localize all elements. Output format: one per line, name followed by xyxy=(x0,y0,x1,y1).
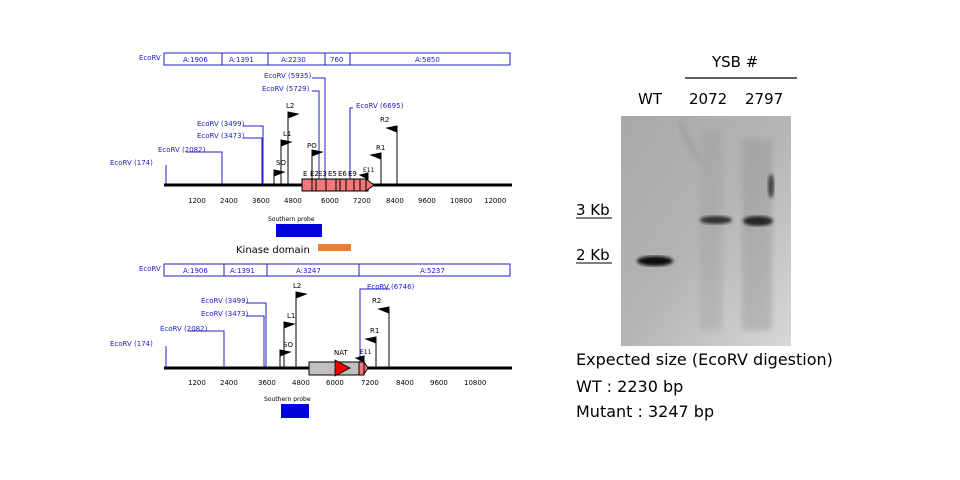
ysb-group-label: YSB # xyxy=(712,53,759,71)
wt-site-label: EcoRV (5935) xyxy=(264,72,312,80)
mut-primer: L1 xyxy=(287,312,295,320)
wt-site-label: EcoRV (3499) xyxy=(197,120,245,128)
mut-probe-label: Southern probe xyxy=(264,396,311,403)
mut-tick-label: 6000 xyxy=(326,379,344,387)
kinase-domain-label: Kinase domain xyxy=(236,245,310,256)
wt-tick-label: 7200 xyxy=(353,197,371,205)
expected-size-title: Expected size (EcoRV digestion) xyxy=(576,350,833,369)
mut-site-label: EcoRV (174) xyxy=(110,340,153,348)
mut-tick-label: 9600 xyxy=(430,379,448,387)
wt-fragment: A:1391 xyxy=(229,56,254,64)
mut-fragment-bar xyxy=(163,263,511,277)
wt-site-label: EcoRV (174) xyxy=(110,159,153,167)
wt-fragment: 760 xyxy=(330,56,343,64)
mut-tick-label: 2400 xyxy=(220,379,238,387)
mut-tick-label: 10800 xyxy=(464,379,486,387)
wt-primer: R1 xyxy=(376,144,385,152)
wt-tick-label: 3600 xyxy=(252,197,270,205)
band-2072 xyxy=(700,216,732,224)
mut-tick-label: 7200 xyxy=(361,379,379,387)
wt-band xyxy=(637,256,673,266)
wt-site-label: EcoRV (5729) xyxy=(262,85,310,93)
wt-fragment: A:1906 xyxy=(183,56,208,64)
wt-southern-probe xyxy=(276,224,322,237)
wt-site-label: EcoRV (2082) xyxy=(158,146,206,154)
mut-tick-label: 8400 xyxy=(396,379,414,387)
lane-label-wt: WT xyxy=(638,90,662,108)
wt-tick-label: 10800 xyxy=(450,197,472,205)
mut-southern-probe xyxy=(281,404,309,418)
wt-exon: E xyxy=(303,170,307,178)
wt-primer: L1 xyxy=(283,130,291,138)
southern-blot xyxy=(576,77,797,346)
nat-label: NAT xyxy=(334,349,348,357)
mut-tick-label: 4800 xyxy=(292,379,310,387)
mut-tick-label: 1200 xyxy=(188,379,206,387)
band-2797 xyxy=(743,216,773,226)
mut-primer: L2 xyxy=(293,282,301,290)
lane-label-2797: 2797 xyxy=(745,90,784,108)
mut-tick-label: 3600 xyxy=(258,379,276,387)
mut-enzyme-label: EcoRV xyxy=(139,265,161,273)
mut-fragment: A:3247 xyxy=(296,267,321,275)
mut-fragment: A:1906 xyxy=(183,267,208,275)
wt-enzyme-label: EcoRV xyxy=(139,54,161,62)
mut-primer: R1 xyxy=(370,327,379,335)
wt-exon: E9 xyxy=(348,170,357,178)
mut-primer: E11 xyxy=(360,349,372,356)
wt-exon: E2 xyxy=(310,170,319,178)
wt-fragment: A:2230 xyxy=(281,56,306,64)
mut-fragment: A:1391 xyxy=(230,267,255,275)
mut-primer: SO xyxy=(283,341,293,349)
wt-exon: E3 xyxy=(318,170,327,178)
mut-primer: R2 xyxy=(372,297,381,305)
wt-restriction-map: EcoRV A:1906 A:1391 A:2230 760 A:5850 Ec… xyxy=(110,52,512,256)
wt-primer: SO xyxy=(276,159,286,167)
wt-probe-label: Southern probe xyxy=(268,216,315,223)
mutant-restriction-map: EcoRV A:1906 A:1391 A:3247 A:5237 EcoRV … xyxy=(110,263,512,418)
wt-tick-label: 9600 xyxy=(418,197,436,205)
wt-tick-label: 8400 xyxy=(386,197,404,205)
wt-site-label: EcoRV (3473) xyxy=(197,132,245,140)
nat-arrow xyxy=(334,359,351,377)
lane-label-2072: 2072 xyxy=(689,90,728,108)
wt-exon: E5 xyxy=(328,170,337,178)
wt-primer: PO xyxy=(307,142,317,150)
mut-fragment: A:5237 xyxy=(420,267,445,275)
mut-site-label: EcoRV (3499) xyxy=(201,297,249,305)
mut-site-label: EcoRV (2082) xyxy=(160,325,208,333)
wt-primer: E11 xyxy=(363,167,375,174)
wt-exon: E6 xyxy=(338,170,347,178)
expected-mutant: Mutant : 3247 bp xyxy=(576,402,715,421)
expected-wt: WT : 2230 bp xyxy=(576,377,684,396)
marker-3kb: 3 Kb xyxy=(576,201,610,219)
wt-tick-label: 1200 xyxy=(188,197,206,205)
wt-tick-label: 12000 xyxy=(484,197,506,205)
wt-site-label: EcoRV (6695) xyxy=(356,102,404,110)
wt-primer: L2 xyxy=(286,102,294,110)
wt-tick-label: 4800 xyxy=(284,197,302,205)
marker-2kb: 2 Kb xyxy=(576,246,610,264)
mut-site-label: EcoRV (6746) xyxy=(367,283,415,291)
wt-tick-label: 6000 xyxy=(321,197,339,205)
wt-tick-label: 2400 xyxy=(220,197,238,205)
kinase-domain-bar xyxy=(318,244,351,251)
wt-fragment-bar xyxy=(163,52,511,66)
wt-primer: R2 xyxy=(380,116,389,124)
mut-site-label: EcoRV (3473) xyxy=(201,310,249,318)
wt-fragment: A:5850 xyxy=(415,56,440,64)
nat-cassette xyxy=(308,361,360,376)
